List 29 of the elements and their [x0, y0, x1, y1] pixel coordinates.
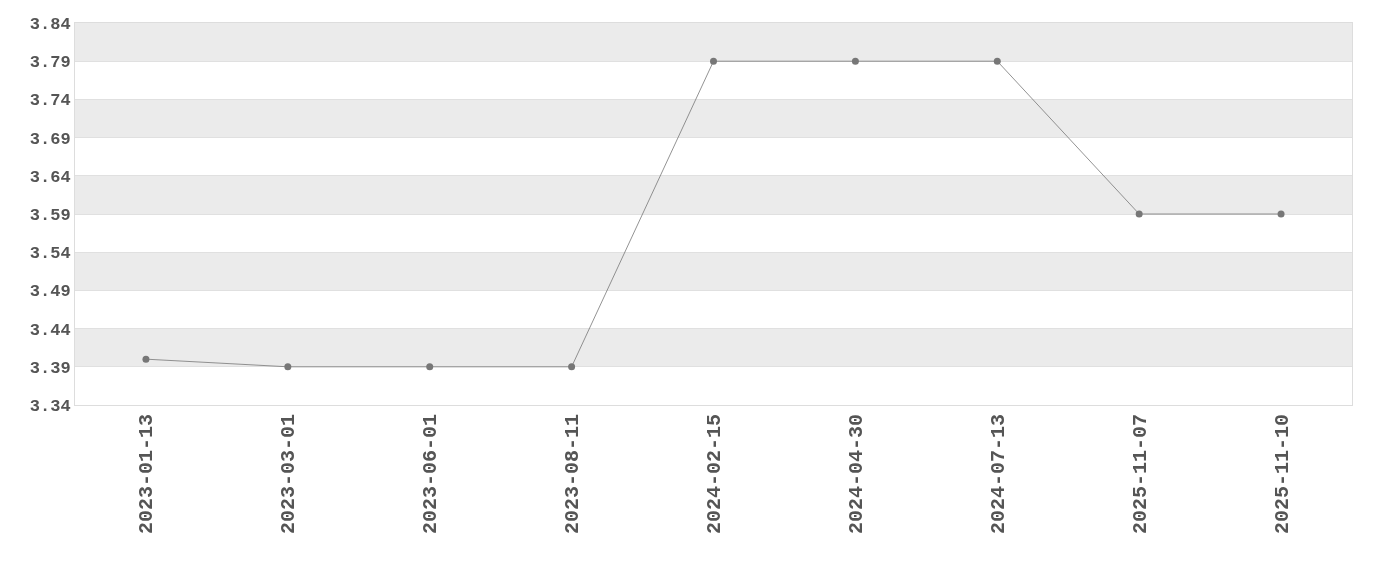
x-tick-label: 2023-08-11 [561, 414, 585, 535]
y-tick-label: 3.69 [29, 129, 71, 149]
y-tick-label: 3.74 [29, 91, 71, 111]
y-tick-label: 3.79 [29, 53, 71, 73]
x-tick-label: 2024-02-15 [703, 414, 726, 535]
x-tick-label: 2023-01-13 [135, 414, 159, 535]
point [284, 363, 292, 371]
y-tick-label: 3.39 [29, 358, 71, 378]
point [1135, 210, 1143, 218]
y-tick-label: 3.59 [29, 205, 71, 225]
y-tick-label: 3.54 [29, 244, 71, 264]
x-tick-label: 2023-06-01 [419, 414, 443, 535]
point [851, 57, 859, 65]
point [1277, 210, 1285, 218]
point [568, 363, 576, 371]
x-tick-label: 2025-11-07 [1128, 414, 1152, 535]
x-tick-label: 2024-07-13 [986, 414, 1010, 535]
point [710, 57, 717, 65]
y-tick-label: 3.34 [29, 396, 71, 416]
point [993, 57, 1001, 65]
y-tick-label: 3.84 [29, 14, 71, 34]
x-tick-label: 2023-03-01 [277, 414, 301, 535]
x-tick-label: 2025-11-10 [1270, 414, 1294, 535]
y-tick-label: 3.49 [29, 282, 71, 302]
y-tick-label: 3.44 [29, 320, 71, 340]
y-tick-label: 3.64 [29, 167, 71, 187]
point [426, 363, 434, 371]
point [142, 355, 150, 363]
x-tick-label: 2024-04-30 [844, 414, 868, 535]
